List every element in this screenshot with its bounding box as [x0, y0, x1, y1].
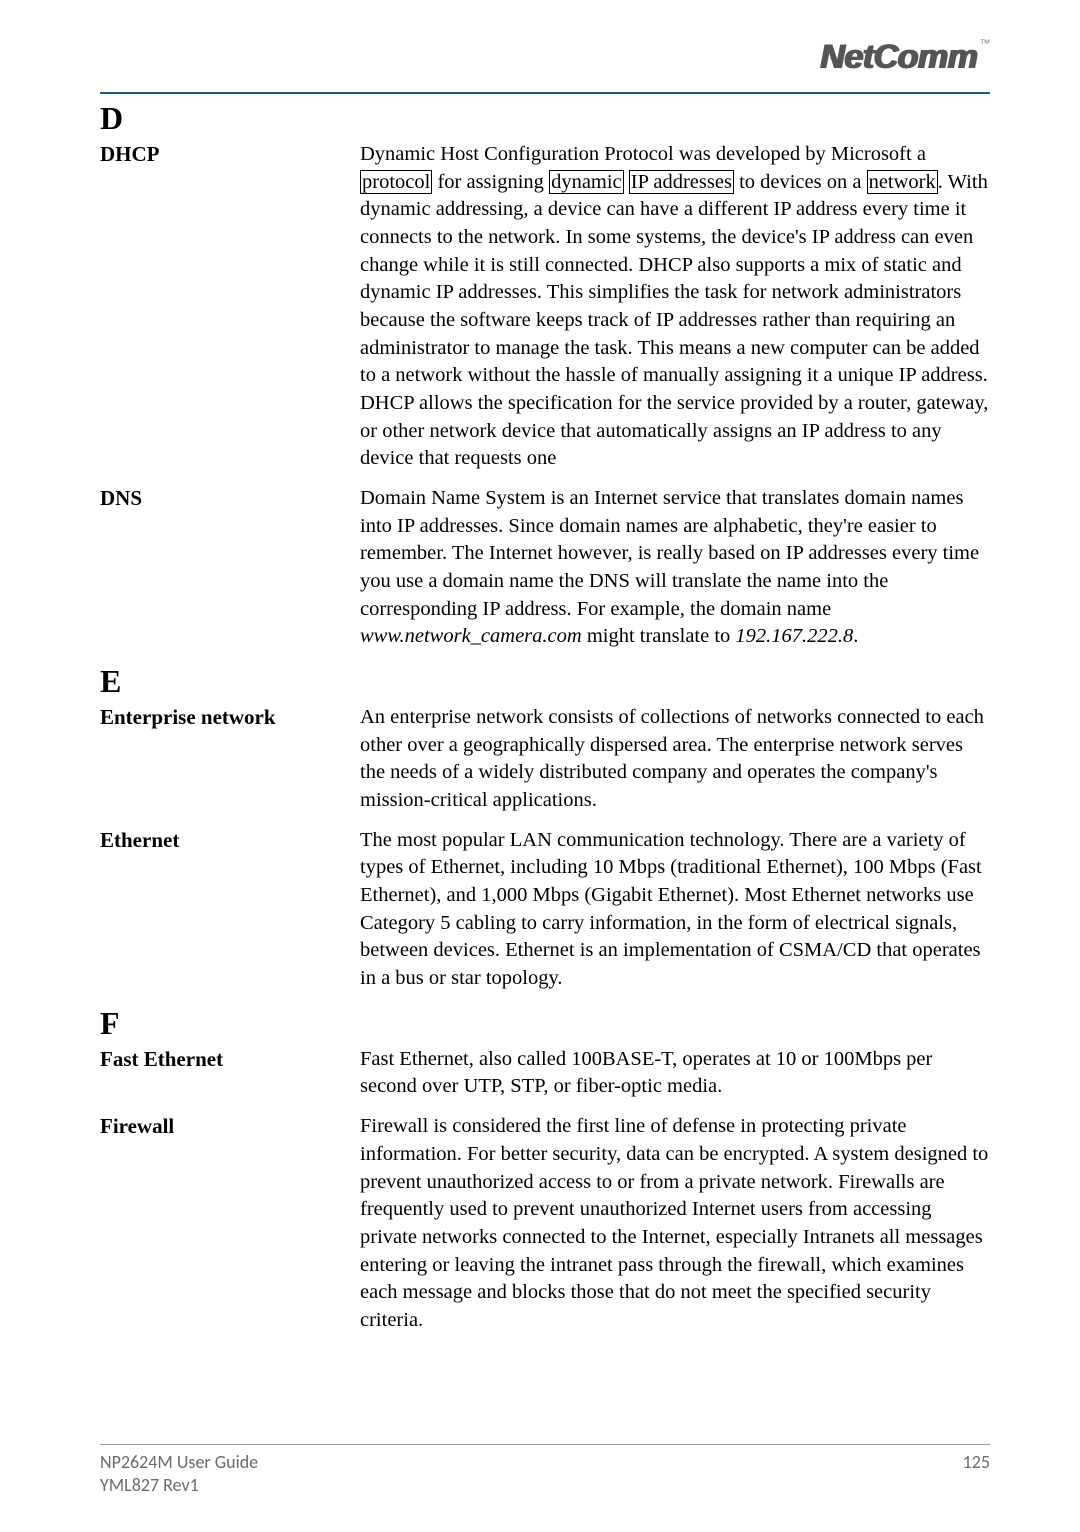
section-letter-d: D [100, 100, 990, 137]
term-dns: DNS [100, 485, 360, 511]
glossary-entry: Enterprise network An enterprise network… [100, 704, 990, 815]
page-footer: NP2624M User Guide YML827 Rev1 125 [100, 1444, 990, 1496]
domain-example: www.network_camera.com [360, 625, 582, 647]
definition-dhcp: Dynamic Host Configuration Protocol was … [360, 141, 990, 473]
footer-revision: YML827 Rev1 [100, 1474, 258, 1497]
definition-ethernet: The most popular LAN communication techn… [360, 827, 990, 993]
brand-logo: NetComm™ [820, 38, 990, 77]
link-ip-addresses[interactable]: IP addresses [629, 170, 734, 194]
glossary-entry: DNS Domain Name System is an Internet se… [100, 485, 990, 651]
link-protocol[interactable]: protocol [360, 170, 432, 194]
glossary-entry: DHCP Dynamic Host Configuration Protocol… [100, 141, 990, 473]
logo-tm: ™ [980, 38, 991, 50]
glossary-entry: Firewall Firewall is considered the firs… [100, 1113, 990, 1334]
term-firewall: Firewall [100, 1113, 360, 1139]
footer-left: NP2624M User Guide YML827 Rev1 [100, 1451, 258, 1496]
term-ethernet: Ethernet [100, 827, 360, 853]
definition-text: . [853, 625, 858, 647]
logo-text: NetComm [820, 38, 977, 76]
definition-text: Domain Name System is an Internet servic… [360, 487, 979, 620]
link-dynamic[interactable]: dynamic [549, 170, 624, 194]
footer-doc-title: NP2624M User Guide [100, 1451, 258, 1474]
link-network[interactable]: network [867, 170, 938, 194]
definition-text [624, 171, 629, 193]
glossary-entry: Fast Ethernet Fast Ethernet, also called… [100, 1046, 990, 1101]
definition-text: . With dynamic addressing, a device can … [360, 171, 988, 470]
section-letter-f: F [100, 1005, 990, 1042]
page-number: 125 [963, 1451, 990, 1473]
definition-text: for assigning [432, 171, 549, 193]
term-enterprise-network: Enterprise network [100, 704, 360, 730]
term-dhcp: DHCP [100, 141, 360, 167]
definition-fast-ethernet: Fast Ethernet, also called 100BASE-T, op… [360, 1046, 990, 1101]
definition-dns: Domain Name System is an Internet servic… [360, 485, 990, 651]
definition-enterprise-network: An enterprise network consists of collec… [360, 704, 990, 815]
ip-example: 192.167.222.8 [735, 625, 853, 647]
term-fast-ethernet: Fast Ethernet [100, 1046, 360, 1072]
definition-firewall: Firewall is considered the first line of… [360, 1113, 990, 1334]
header-rule [100, 92, 990, 94]
definition-text: to devices on a [734, 171, 867, 193]
definition-text: Dynamic Host Configuration Protocol was … [360, 143, 926, 165]
section-letter-e: E [100, 663, 990, 700]
definition-text: might translate to [582, 625, 736, 647]
glossary-entry: Ethernet The most popular LAN communicat… [100, 827, 990, 993]
